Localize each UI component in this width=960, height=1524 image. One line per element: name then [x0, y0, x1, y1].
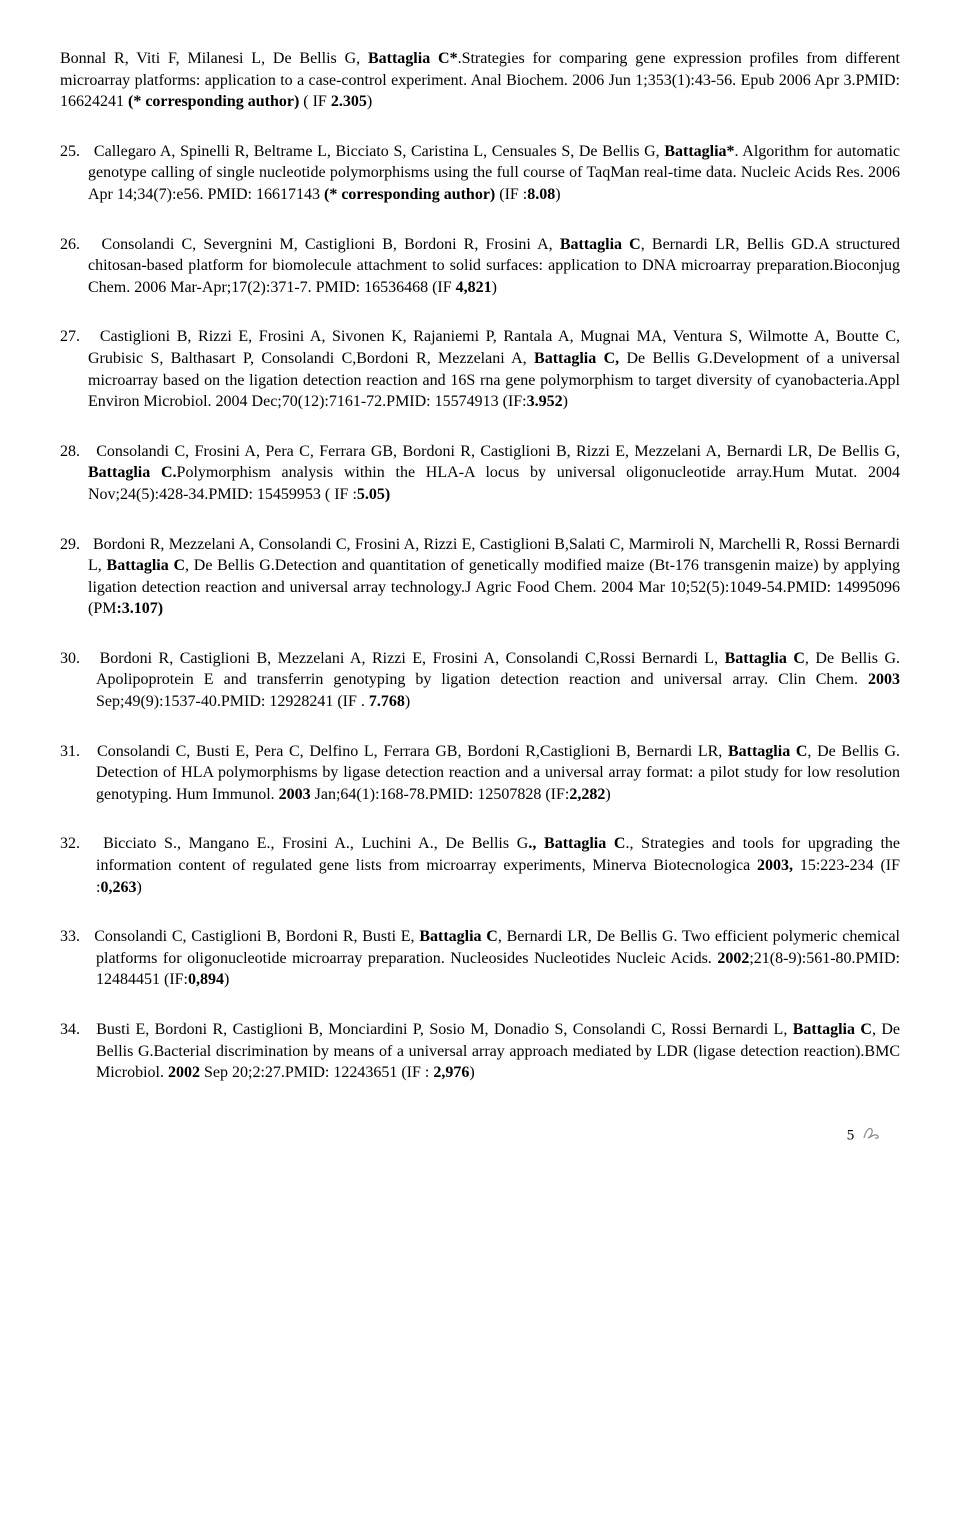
reference-entry: 30. Bordoni R, Castiglioni B, Mezzelani …	[60, 648, 900, 713]
reference-entry: 28. Consolandi C, Frosini A, Pera C, Fer…	[60, 441, 900, 506]
reference-entry: 26. Consolandi C, Severgnini M, Castigli…	[60, 234, 900, 299]
reference-list: Bonnal R, Viti F, Milanesi L, De Bellis …	[60, 48, 900, 1084]
reference-entry: 27. Castiglioni B, Rizzi E, Frosini A, S…	[60, 326, 900, 412]
reference-entry: 34. Busti E, Bordoni R, Castiglioni B, M…	[60, 1019, 900, 1084]
signature-icon	[862, 1124, 882, 1148]
reference-entry: Bonnal R, Viti F, Milanesi L, De Bellis …	[60, 48, 900, 113]
reference-entry: 31. Consolandi C, Busti E, Pera C, Delfi…	[60, 741, 900, 806]
reference-entry: 32. Bicciato S., Mangano E., Frosini A.,…	[60, 833, 900, 898]
page-number: 5	[847, 1127, 855, 1143]
reference-entry: 25. Callegaro A, Spinelli R, Beltrame L,…	[60, 141, 900, 206]
page-footer: 5	[60, 1124, 900, 1148]
reference-entry: 29. Bordoni R, Mezzelani A, Consolandi C…	[60, 534, 900, 620]
reference-entry: 33. Consolandi C, Castiglioni B, Bordoni…	[60, 926, 900, 991]
